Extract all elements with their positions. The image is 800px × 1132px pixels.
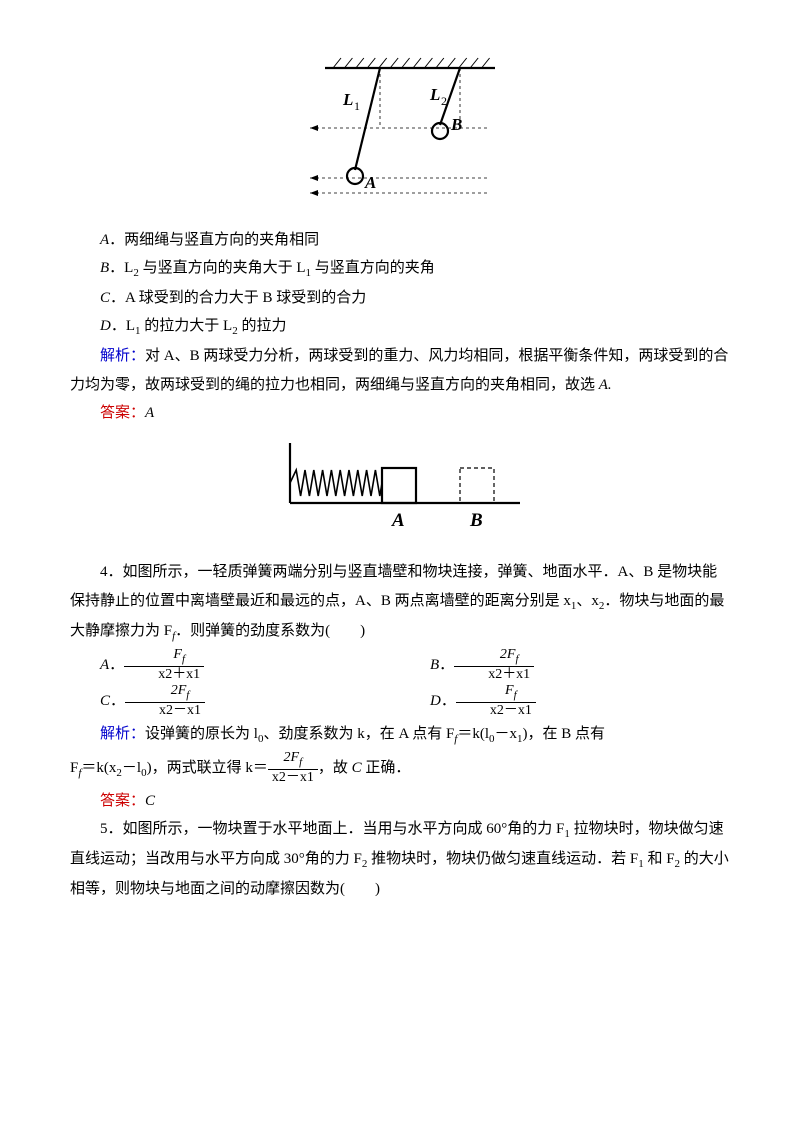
q4-stem: 4．如图所示，一轻质弹簧两端分别与竖直墙壁和物块连接，弹簧、地面水平．A、B 是… [70, 558, 730, 646]
analysis-label: 解析： [100, 348, 145, 364]
q3-option-c: C．A 球受到的合力大于 B 球受到的合力 [70, 284, 730, 313]
answer-label: 答案： [100, 793, 145, 809]
svg-text:B: B [450, 115, 462, 134]
q3-option-b: B．L2 与竖直方向的夹角大于 L1 与竖直方向的夹角 [70, 254, 730, 284]
figure-1-svg: L1L2AB [285, 50, 515, 205]
q4-option-c: C．2Ffx2－x1 [70, 683, 400, 720]
svg-text:L: L [342, 90, 353, 109]
q4-options: A．Ffx2＋x1 B．2Ffx2＋x1 C．2Ffx2－x1 D．Ffx2－x… [70, 647, 730, 721]
q4-analysis-2: Ff＝k(x2－l0)，两式联立得 k＝2Ffx2－x1，故 C 正确． [70, 750, 730, 787]
svg-text:A: A [391, 510, 405, 531]
svg-text:2: 2 [441, 94, 447, 108]
svg-text:L: L [429, 85, 440, 104]
figure-2-svg: AB [270, 438, 530, 538]
q3-analysis: 解析：对 A、B 两球受力分析，两球受到的重力、风力均相同，根据平衡条件知，两球… [70, 342, 730, 399]
q5-stem: 5．如图所示，一物块置于水平地面上．当用与水平方向成 60°角的力 F1 拉物块… [70, 815, 730, 903]
figure-1: L1L2AB [70, 50, 730, 216]
q3-option-d: D．L1 的拉力大于 L2 的拉力 [70, 312, 730, 342]
answer-label: 答案： [100, 405, 145, 421]
q4-analysis-1: 解析：设弹簧的原长为 l0、劲度系数为 k，在 A 点有 Ff＝k(l0－x1)… [70, 720, 730, 750]
svg-text:A: A [364, 173, 376, 192]
q4-option-d: D．Ffx2－x1 [400, 683, 730, 720]
analysis-label: 解析： [100, 726, 145, 742]
q4-option-a: A．Ffx2＋x1 [70, 647, 400, 684]
q3-answer: 答案：A [70, 399, 730, 428]
svg-text:B: B [469, 510, 483, 531]
q4-answer: 答案：C [70, 787, 730, 816]
figure-2: AB [70, 438, 730, 549]
svg-text:1: 1 [354, 99, 360, 113]
q3-option-a: A．两细绳与竖直方向的夹角相同 [70, 226, 730, 255]
q4-option-b: B．2Ffx2＋x1 [400, 647, 730, 684]
